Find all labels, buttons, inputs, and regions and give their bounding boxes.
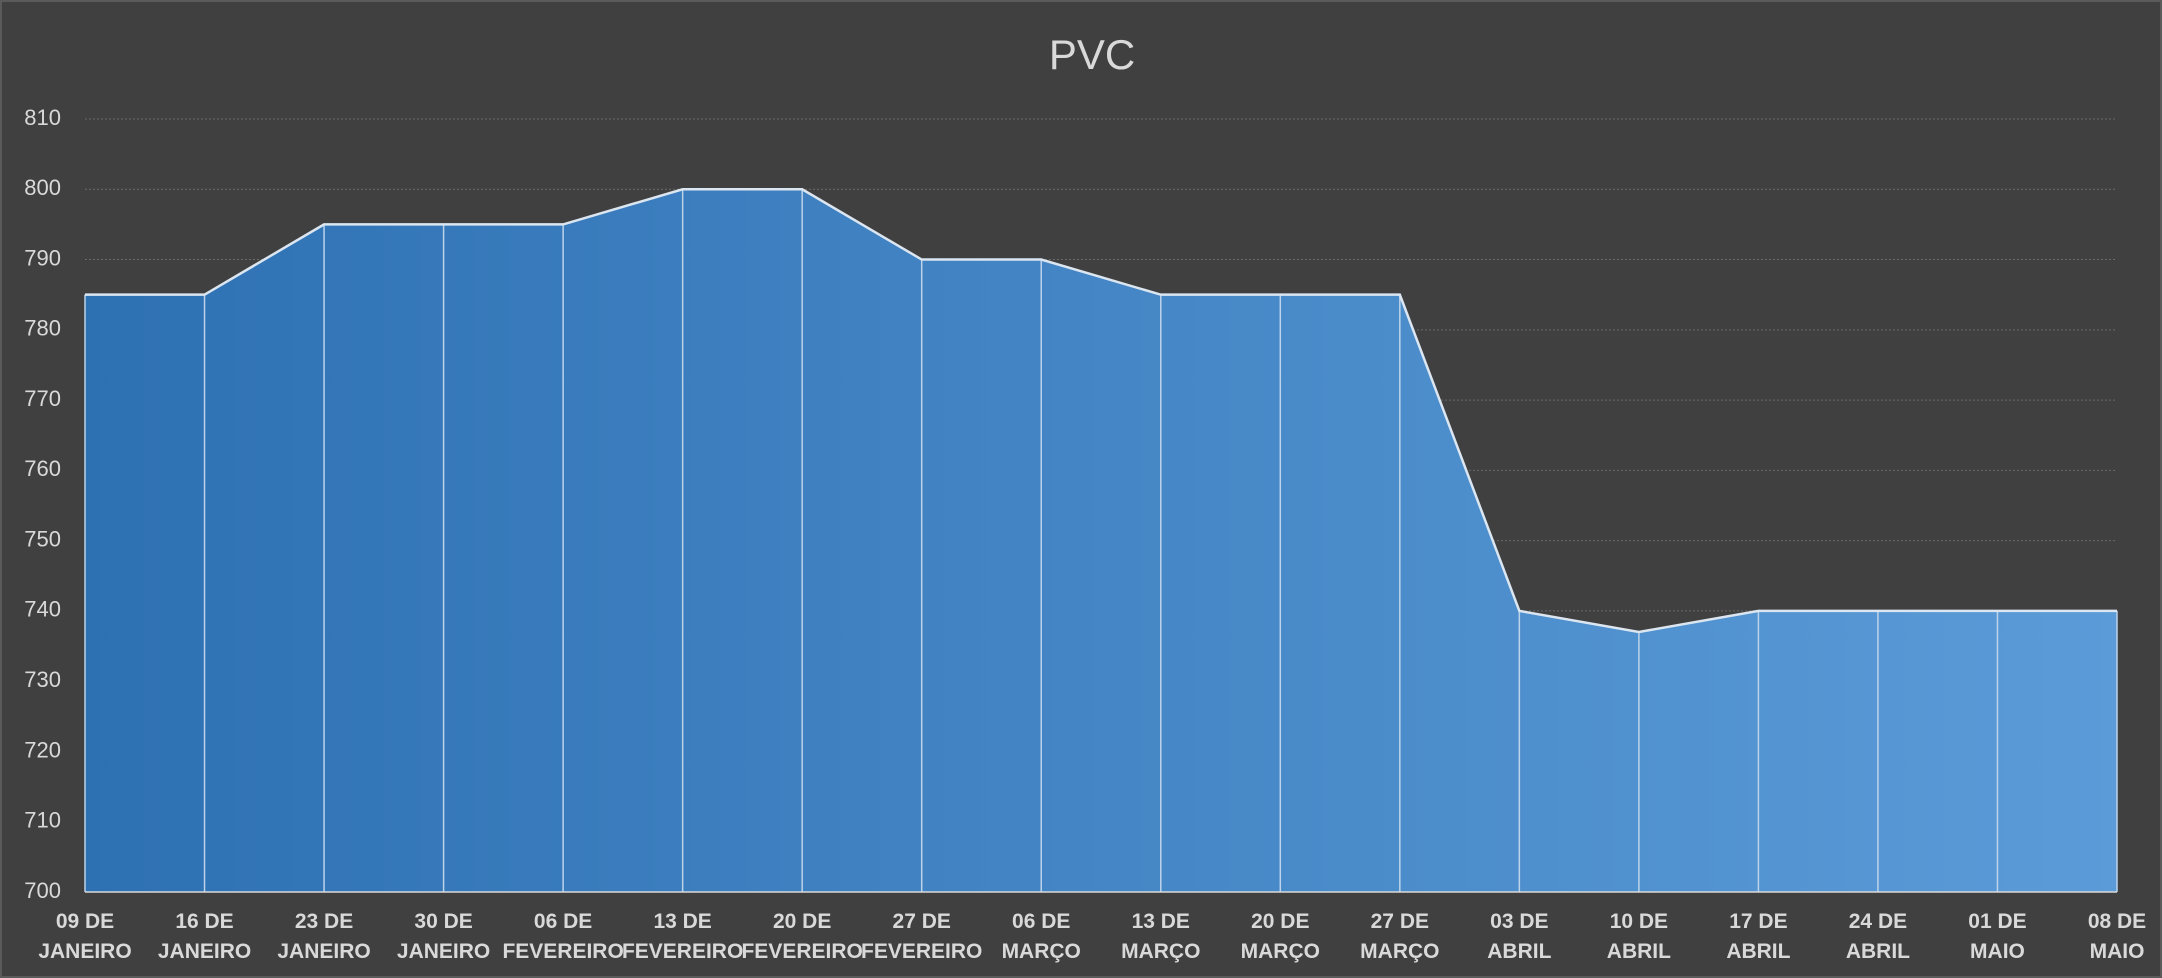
x-tick-label-line: 10 DE xyxy=(1610,910,1668,933)
x-tick-label-line: MARÇO xyxy=(1360,940,1439,963)
x-tick-label: 10 DE ABRIL xyxy=(1607,910,1671,963)
x-tick-label: 01 DE MAIO xyxy=(1968,910,2026,963)
x-tick-label: 09 DE JANEIRO xyxy=(38,910,131,963)
y-tick-label: 740 xyxy=(24,597,61,622)
x-tick-label-line: 23 DE xyxy=(295,910,353,933)
y-tick-label: 750 xyxy=(24,526,61,551)
x-tick-label-line: MAIO xyxy=(2090,940,2145,963)
x-tick-label-line: ABRIL xyxy=(1726,940,1790,963)
x-tick-label-line: ABRIL xyxy=(1846,940,1910,963)
x-tick-label-line: 13 DE xyxy=(653,910,711,933)
x-tick-label-line: MARÇO xyxy=(1121,940,1200,963)
x-tick-label: 20 DE MARÇO xyxy=(1241,910,1320,963)
x-tick-label-line: FEVEREIRO xyxy=(502,940,623,963)
x-tick-label-line: 17 DE xyxy=(1729,910,1787,933)
x-tick-label-line: MARÇO xyxy=(1241,940,1320,963)
x-tick-label: 30 DE JANEIRO xyxy=(397,910,490,963)
x-tick-label-line: JANEIRO xyxy=(158,940,251,963)
y-tick-label: 810 xyxy=(24,105,61,130)
x-tick-label-line: 20 DE xyxy=(773,910,831,933)
x-tick-label: 06 DE FEVEREIRO xyxy=(502,910,623,963)
x-tick-label-line: 16 DE xyxy=(175,910,233,933)
x-tick-label-line: MAIO xyxy=(1970,940,2025,963)
x-tick-label: 24 DE ABRIL xyxy=(1846,910,1910,963)
x-tick-label-line: 03 DE xyxy=(1490,910,1548,933)
x-tick-label-line: FEVEREIRO xyxy=(861,940,982,963)
x-tick-label: 27 DE FEVEREIRO xyxy=(861,910,982,963)
x-tick-label: 03 DE ABRIL xyxy=(1487,910,1551,963)
x-tick-label-line: 20 DE xyxy=(1251,910,1309,933)
x-tick-label: 23 DE JANEIRO xyxy=(277,910,370,963)
area xyxy=(85,189,2117,893)
y-tick-label: 760 xyxy=(24,456,61,481)
x-tick-label-line: 30 DE xyxy=(414,910,472,933)
y-tick-label: 710 xyxy=(24,808,61,833)
y-tick-label: 780 xyxy=(24,316,61,341)
x-tick-label-line: 09 DE xyxy=(56,910,114,933)
y-tick-label: 800 xyxy=(24,175,61,200)
x-tick-label: 17 DE ABRIL xyxy=(1726,910,1790,963)
x-tick-label-line: 06 DE xyxy=(1012,910,1070,933)
x-tick-label-line: JANEIRO xyxy=(38,940,131,963)
x-tick-label-line: ABRIL xyxy=(1487,940,1551,963)
x-tick-label: 08 DE MAIO xyxy=(2088,910,2146,963)
x-tick-label-line: JANEIRO xyxy=(277,940,370,963)
x-tick-label: 13 DE FEVEREIRO xyxy=(622,910,743,963)
x-tick-label-line: 27 DE xyxy=(893,910,951,933)
chart-title: PVC xyxy=(1049,31,1135,78)
x-tick-label: 20 DE FEVEREIRO xyxy=(741,910,862,963)
x-tick-label-line: 13 DE xyxy=(1132,910,1190,933)
x-tick-label-line: 01 DE xyxy=(1968,910,2026,933)
x-tick-label-line: 24 DE xyxy=(1849,910,1907,933)
x-tick-label-line: ABRIL xyxy=(1607,940,1671,963)
x-tick-label-line: FEVEREIRO xyxy=(622,940,743,963)
x-tick-label-line: 06 DE xyxy=(534,910,592,933)
y-tick-label: 790 xyxy=(24,245,61,270)
x-tick-label: 06 DE MARÇO xyxy=(1002,910,1081,963)
y-tick-label: 770 xyxy=(24,386,61,411)
x-tick-label-line: 27 DE xyxy=(1371,910,1429,933)
y-tick-label: 730 xyxy=(24,667,61,692)
x-tick-label: 27 DE MARÇO xyxy=(1360,910,1439,963)
y-tick-label: 720 xyxy=(24,737,61,762)
x-tick-label-line: 08 DE xyxy=(2088,910,2146,933)
y-tick-label: 700 xyxy=(24,878,61,903)
x-tick-label: 16 DE JANEIRO xyxy=(158,910,251,963)
x-tick-label-line: MARÇO xyxy=(1002,940,1081,963)
x-tick-label-line: JANEIRO xyxy=(397,940,490,963)
x-tick-label-line: FEVEREIRO xyxy=(741,940,862,963)
line xyxy=(85,188,2117,634)
x-tick-label: 13 DE MARÇO xyxy=(1121,910,1200,963)
